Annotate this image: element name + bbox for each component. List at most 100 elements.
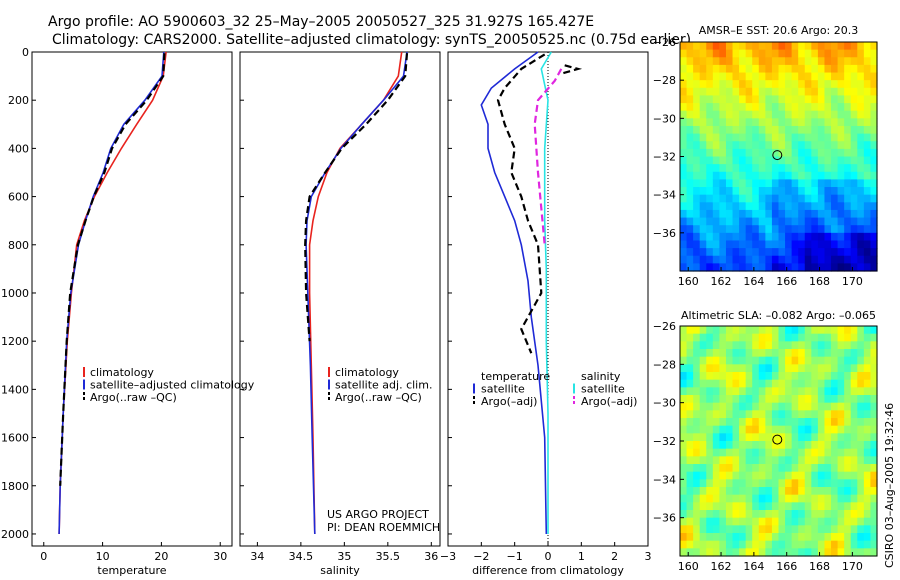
heatmap-cell (791, 533, 799, 542)
heatmap-cell (752, 356, 760, 365)
heatmap-cell (725, 510, 734, 519)
heatmap-cell (850, 356, 858, 365)
heatmap-cell (765, 72, 773, 81)
heatmap-cell (857, 494, 865, 503)
heatmap-cell (719, 494, 727, 503)
heatmap-cell (771, 341, 780, 350)
heatmap-cell (758, 425, 766, 434)
heatmap-cell (870, 194, 878, 203)
heatmap-cell (811, 179, 819, 188)
heatmap-cell (725, 164, 734, 173)
heatmap-cell (680, 217, 688, 226)
heatmap-cell (870, 464, 878, 473)
heatmap-cell (771, 433, 780, 442)
heatmap-cell (725, 42, 734, 51)
heatmap-cell (765, 425, 773, 434)
heatmap-cell (712, 263, 720, 272)
heatmap-cell (870, 349, 878, 358)
heatmap-cell (804, 441, 812, 450)
heatmap-cell (758, 487, 766, 496)
heatmap-cell (804, 194, 812, 203)
heatmap-cell (725, 433, 734, 442)
heatmap-cell (857, 95, 865, 104)
heatmap-cell (719, 164, 727, 173)
heatmap-cell (850, 510, 858, 519)
heatmap-cell (870, 510, 878, 519)
heatmap-cell (863, 202, 872, 211)
heatmap-cell (686, 479, 694, 488)
heatmap-cell (699, 148, 707, 158)
series-line-0 (308, 51, 403, 535)
heatmap-cell (778, 502, 786, 511)
heatmap-cell (732, 372, 740, 381)
heatmap-cell (765, 194, 773, 203)
heatmap-cell (771, 194, 780, 203)
heatmap-cell (857, 402, 865, 411)
heatmap-cell (752, 217, 760, 226)
heatmap-cell (719, 179, 727, 188)
heatmap-cell (686, 341, 694, 350)
heatmap-cell (771, 141, 780, 150)
heatmap-cell (732, 494, 740, 503)
heatmap-cell (693, 410, 701, 419)
heatmap-cell (771, 525, 780, 534)
heatmap-cell (680, 57, 688, 66)
heatmap-cell (791, 402, 799, 411)
heatmap-cell (758, 232, 766, 242)
heatmap-cell (870, 379, 878, 388)
heatmap-cell (771, 118, 780, 127)
heatmap-cell (680, 402, 688, 411)
heatmap-cell (725, 110, 734, 119)
heatmap-cell (752, 517, 760, 526)
heatmap-cell (686, 64, 694, 74)
heatmap-cell (765, 225, 773, 234)
heatmap-cell (863, 42, 872, 51)
heatmap-cell (837, 232, 845, 242)
heatmap-cell (811, 255, 819, 264)
heatmap-cell (870, 487, 878, 496)
heatmap-cell (837, 372, 845, 381)
heatmap-cell (837, 57, 845, 66)
heatmap-cell (725, 80, 734, 89)
heatmap-cell (725, 494, 734, 503)
heatmap-cell (771, 349, 780, 358)
heatmap-cell (732, 179, 740, 188)
heatmap-cell (811, 525, 819, 534)
heatmap-cell (686, 202, 694, 211)
heatmap-cell (699, 125, 707, 135)
heatmap-cell (837, 341, 845, 350)
heatmap-cell (725, 441, 734, 450)
heatmap-cell (725, 464, 734, 473)
heatmap-cell (844, 118, 852, 127)
y-tick-label: 1600 (1, 432, 29, 445)
heatmap-cell (699, 341, 707, 350)
heatmap-cell (811, 225, 819, 234)
heatmap-cell (837, 410, 845, 419)
heatmap-cell (778, 110, 786, 119)
heatmap-cell (811, 164, 819, 173)
heatmap-cell (844, 171, 852, 180)
heatmap-cell (765, 103, 773, 112)
heatmap-cell (857, 448, 865, 457)
heatmap-cell (837, 64, 845, 74)
heatmap-cell (844, 133, 852, 142)
heatmap-cell (719, 110, 727, 119)
heatmap-cell (719, 57, 727, 66)
heatmap-cell (831, 494, 839, 503)
heatmap-cell (824, 349, 832, 358)
heatmap-cell (785, 479, 793, 488)
heatmap-cell (831, 64, 839, 74)
heatmap-cell (758, 402, 766, 411)
heatmap-cell (758, 510, 766, 519)
heatmap-cell (844, 110, 852, 119)
heatmap-cell (686, 364, 694, 373)
heatmap-cell (725, 87, 734, 97)
heatmap-cell (752, 479, 760, 488)
heatmap-cell (686, 410, 694, 419)
heatmap-cell (831, 410, 839, 419)
heatmap-cell (712, 356, 720, 365)
map-y-tick-label: −34 (653, 473, 676, 486)
heatmap-cell (844, 42, 852, 51)
heatmap-cell (824, 471, 832, 480)
heatmap-cell (719, 540, 727, 549)
